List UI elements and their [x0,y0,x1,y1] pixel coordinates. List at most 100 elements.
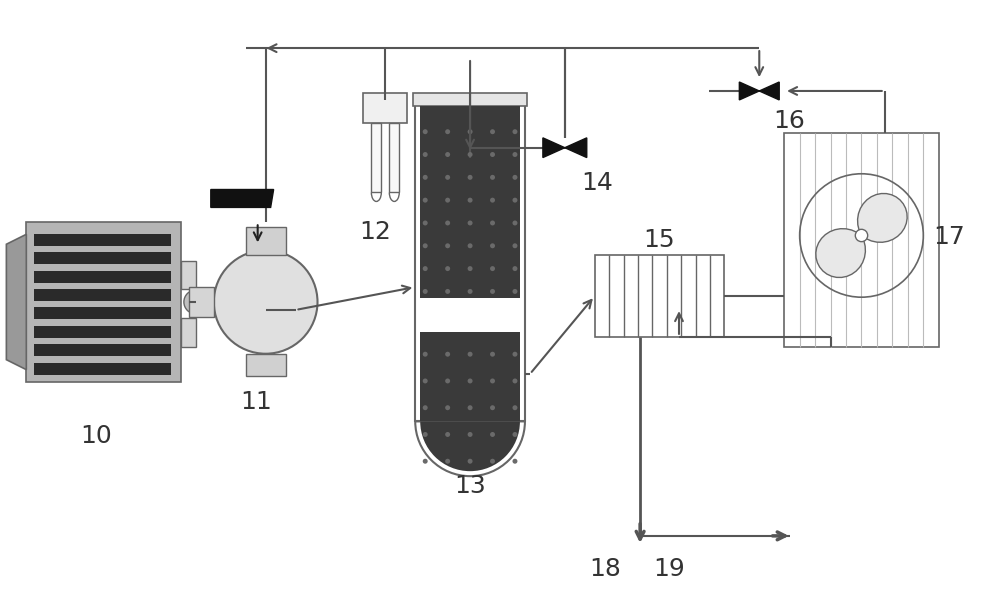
Text: 18: 18 [589,556,621,581]
Circle shape [445,459,450,464]
Circle shape [468,266,473,271]
Circle shape [445,378,450,384]
Bar [34,289,171,301]
Circle shape [490,406,495,410]
Circle shape [512,243,517,248]
Circle shape [445,220,450,226]
Circle shape [490,198,495,202]
Circle shape [512,152,517,157]
Circle shape [490,220,495,226]
Polygon shape [858,194,907,242]
Polygon shape [816,229,865,278]
Bar [26,223,181,382]
Circle shape [445,352,450,357]
Circle shape [855,229,868,242]
Circle shape [468,220,473,226]
Bar [34,326,171,338]
Bar [34,234,171,246]
Circle shape [445,406,450,410]
Circle shape [512,432,517,437]
Wedge shape [415,422,525,476]
Circle shape [490,289,495,294]
Circle shape [445,129,450,134]
Text: 13: 13 [454,474,486,498]
Circle shape [423,220,428,226]
Bar [189,287,214,317]
Text: 19: 19 [654,556,685,581]
Circle shape [468,432,473,437]
Circle shape [423,459,428,464]
Circle shape [184,290,208,314]
Circle shape [468,459,473,464]
Circle shape [468,152,473,157]
Bar [595,255,724,337]
Circle shape [512,220,517,226]
Text: 16: 16 [773,109,805,133]
Circle shape [445,266,450,271]
Text: 15: 15 [644,229,675,252]
Bar [181,318,196,346]
Circle shape [445,432,450,437]
Circle shape [490,243,495,248]
Circle shape [512,406,517,410]
Polygon shape [739,82,779,100]
Bar [34,363,171,375]
Circle shape [468,352,473,357]
Circle shape [423,406,428,410]
Bar [389,123,399,192]
Circle shape [512,289,517,294]
Bar [34,344,171,356]
Circle shape [423,198,428,202]
Circle shape [468,129,473,134]
Circle shape [490,432,495,437]
Circle shape [214,250,318,354]
Bar [420,106,520,298]
Circle shape [423,243,428,248]
Polygon shape [6,234,26,369]
Circle shape [490,378,495,384]
Text: 14: 14 [581,170,613,195]
Circle shape [468,243,473,248]
Polygon shape [543,138,587,157]
Text: 11: 11 [240,390,272,413]
Bar [363,93,407,123]
Circle shape [423,352,428,357]
Circle shape [512,352,517,357]
Text: 10: 10 [80,424,112,448]
Circle shape [490,152,495,157]
Circle shape [490,175,495,180]
Wedge shape [420,422,520,471]
Circle shape [423,432,428,437]
Circle shape [445,175,450,180]
Bar [34,252,171,264]
Circle shape [512,459,517,464]
Circle shape [490,459,495,464]
Circle shape [423,152,428,157]
Bar [181,260,196,289]
Circle shape [468,289,473,294]
Circle shape [512,198,517,202]
Bar [246,227,286,255]
Circle shape [445,152,450,157]
Bar [246,354,286,376]
Circle shape [423,289,428,294]
Bar [415,98,525,422]
Circle shape [512,266,517,271]
Polygon shape [211,189,274,207]
Circle shape [445,243,450,248]
Text: 12: 12 [359,220,391,244]
Circle shape [490,129,495,134]
Circle shape [468,198,473,202]
Circle shape [512,175,517,180]
Circle shape [512,378,517,384]
Circle shape [423,129,428,134]
Bar [34,271,171,282]
Text: 17: 17 [933,226,965,249]
Circle shape [423,175,428,180]
Bar [784,133,939,347]
Circle shape [490,352,495,357]
Circle shape [423,266,428,271]
Circle shape [490,266,495,271]
Circle shape [468,378,473,384]
Circle shape [512,129,517,134]
